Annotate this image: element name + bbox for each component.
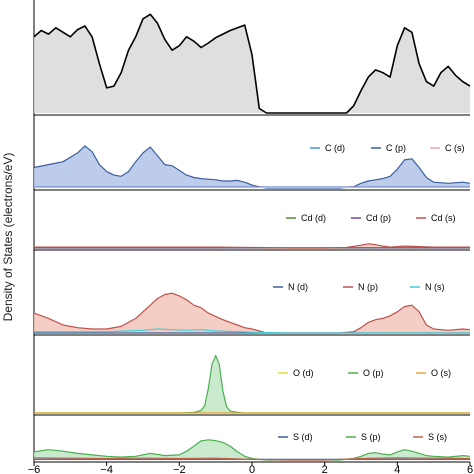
x-tick-label: 2 bbox=[322, 464, 328, 474]
series-fill-o-p- bbox=[34, 355, 470, 413]
series-line-total bbox=[33, 13, 471, 114]
legend-label: C (s) bbox=[445, 143, 465, 153]
panel-n: N (d) N (p) N (s) bbox=[33, 250, 471, 336]
series-fill-total bbox=[34, 14, 470, 113]
legend-label: O (p) bbox=[363, 368, 384, 378]
panel-s: S (d) S (p) S (s) bbox=[33, 415, 471, 463]
series-fill-c-p- bbox=[34, 145, 470, 188]
legend-label: N (p) bbox=[358, 282, 378, 292]
panel-c: C (d) C (p) C (s) bbox=[33, 115, 471, 191]
x-tick-label: 0 bbox=[249, 464, 255, 474]
panel-total bbox=[33, 0, 471, 116]
legend-label: O (s) bbox=[431, 368, 451, 378]
series-line-cd-s- bbox=[34, 243, 470, 249]
series-fill-n-p- bbox=[34, 293, 470, 333]
legend-label: Cd (d) bbox=[301, 213, 326, 223]
x-tick-label: −6 bbox=[28, 464, 41, 474]
legend-label: Cd (s) bbox=[431, 213, 456, 223]
legend-label: O (d) bbox=[293, 368, 314, 378]
legend-label: S (s) bbox=[428, 432, 447, 442]
x-tick-label: −4 bbox=[100, 464, 113, 474]
legend-label: C (d) bbox=[325, 143, 345, 153]
series-fill-cd-s- bbox=[34, 243, 470, 248]
series-line-n-p- bbox=[33, 292, 471, 334]
dos-panels: C (d) C (p) C (s)Cd (d) Cd (p) Cd (s)N (d) N … bbox=[33, 0, 471, 463]
x-tick-label: 6 bbox=[467, 464, 473, 474]
series-line-o-p- bbox=[34, 355, 470, 414]
panel-cd: Cd (d) Cd (p) Cd (s) bbox=[33, 190, 470, 251]
series-line-s-s- bbox=[33, 457, 471, 461]
series-line-c-p- bbox=[33, 145, 471, 189]
panel-o: O (d) O (p) O (s) bbox=[33, 335, 470, 416]
legend-label: C (p) bbox=[386, 143, 406, 153]
x-tick-label: 4 bbox=[394, 464, 400, 474]
legend-label: N (s) bbox=[425, 282, 445, 292]
x-tick-label: −2 bbox=[173, 464, 186, 474]
y-axis-label: Density of States (electrons/eV) bbox=[1, 153, 15, 322]
legend-label: Cd (p) bbox=[366, 213, 391, 223]
legend-label: S (p) bbox=[361, 432, 381, 442]
legend-label: N (d) bbox=[288, 282, 308, 292]
legend-label: S (d) bbox=[293, 432, 313, 442]
series-line-n-s- bbox=[34, 328, 470, 334]
x-axis: −6 −4 −2 0 2 4 6 bbox=[28, 461, 473, 474]
